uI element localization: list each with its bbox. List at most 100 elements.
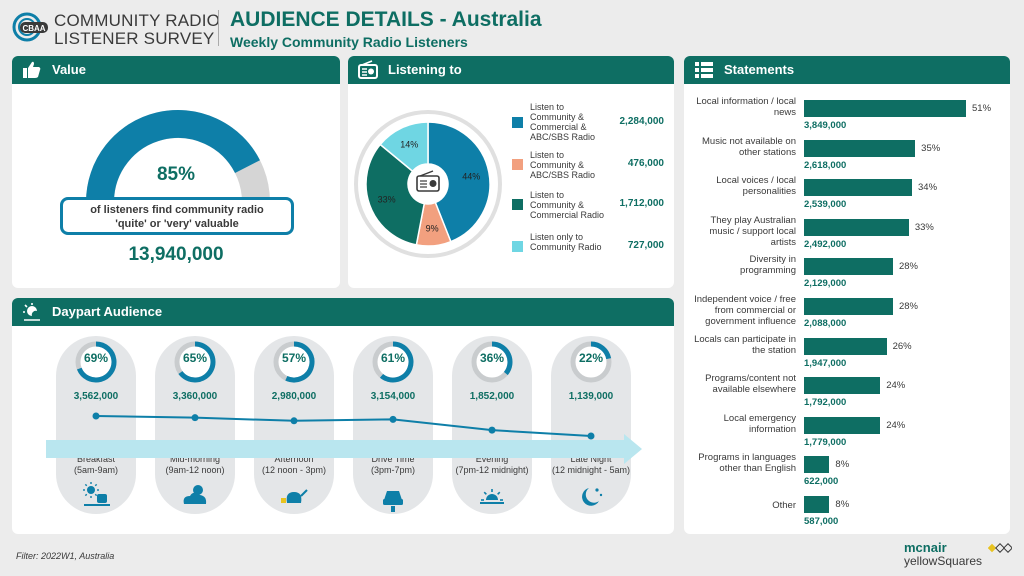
statement-bar: [804, 496, 830, 513]
daypart-percent: 61%: [380, 351, 406, 365]
brand-squares-icon: [988, 543, 1012, 553]
legend-value: 1,712,000: [619, 198, 665, 209]
listening-panel: Listening to 44% 9% 33% 14% Listen to Commu…: [348, 56, 674, 288]
statement-count: 1,779,000: [804, 436, 847, 448]
statement-bar: [804, 298, 893, 315]
thumbs-up-icon: [23, 61, 41, 78]
statement-count: 1,792,000: [804, 397, 847, 409]
moon-stars-icon: [582, 488, 603, 506]
statement-label: They play Australian music / support loc…: [709, 214, 796, 248]
daypart-column: 57% 2,980,000 Afternoon (12 noon - 3pm): [254, 336, 334, 514]
daypart-ring: [174, 341, 216, 383]
daypart-count: 2,980,000: [271, 391, 317, 402]
cbaa-logo-icon: CBAA: [12, 12, 48, 42]
statement-label: Local information / local news: [696, 96, 796, 118]
statement-label: Locals can participate in the station: [694, 333, 796, 356]
daypart-name: Late Night: [570, 454, 612, 464]
statement-count: 622,000: [804, 476, 839, 488]
daypart-point: [587, 432, 595, 440]
svg-text:CBAA: CBAA: [22, 24, 45, 33]
daypart-percent: 65%: [182, 351, 208, 365]
daypart-ring: [75, 341, 117, 383]
legend-label: Listen only to Community Radio: [530, 232, 602, 252]
cbaa-logo: CBAA COMMUNITY RADIO LISTENER SURVEY: [12, 8, 220, 48]
daypart-column: 36% 1,852,000 Evening (7pm-12 midnight): [452, 336, 532, 514]
daypart-percent: 57%: [281, 351, 307, 365]
daypart-time: (12 midnight - 5am): [551, 465, 631, 475]
daypart-column: 61% 3,154,000 Drive Time (3pm-7pm): [353, 336, 433, 514]
donut-label-1: 9%: [426, 223, 439, 233]
statement-bar: [804, 258, 893, 276]
statement-percent: 28%: [898, 261, 918, 273]
daypart-point: [290, 417, 298, 425]
donut-label-0: 44%: [462, 171, 480, 181]
legend-label: Listen to Community & Commercial & ABC/S…: [530, 102, 596, 142]
value-gauge: [86, 110, 270, 203]
logo-divider: [218, 10, 219, 46]
daypart-line-chart: [46, 412, 642, 512]
legend-label: Listen to Community & ABC/SBS Radio: [530, 150, 596, 180]
donut-radio-icon: [416, 170, 440, 192]
legend-value: 2,284,000: [619, 116, 665, 127]
statement-label: Music not available on other stations: [702, 135, 796, 158]
daypart-column: 65% 3,360,000 Mid-morning (9am-12 noon): [155, 336, 235, 514]
daypart-ring-fill: [76, 341, 117, 383]
statement-percent: 51%: [972, 103, 992, 114]
donut-label-2: 33%: [378, 194, 396, 204]
statement-percent: 8%: [835, 499, 850, 510]
daypart-name: Afternoon: [274, 454, 314, 464]
value-caption-box: of listeners find community radio 'quite…: [60, 197, 294, 235]
car-icon: [383, 491, 403, 512]
statement-percent: 34%: [918, 182, 938, 194]
sun-cloud-icon: [183, 485, 207, 504]
daypart-ring: [570, 341, 612, 383]
legend-item: Listen to Community & Commercial Radio 1,…: [512, 190, 668, 230]
logo-line-1: COMMUNITY RADIO: [54, 11, 221, 30]
daypart-ring-fill: [178, 341, 216, 383]
statement-percent: 24%: [886, 380, 906, 392]
statement-percent: 8%: [835, 459, 850, 471]
daypart-panel-header: Daypart Audience: [12, 298, 674, 326]
daypart-time: (12 noon - 3pm): [261, 465, 327, 475]
daypart-time: (5am-9am): [73, 465, 118, 475]
sun-moon-icon: [23, 303, 40, 321]
value-panel: Value 85% of listeners find community ra…: [12, 56, 340, 288]
statement-count: 2,492,000: [804, 238, 847, 250]
listening-panel-header: Listening to: [348, 56, 674, 84]
timeline-arrow: [46, 434, 642, 464]
statement-bar: [804, 377, 881, 395]
value-total: 13,940,000: [128, 244, 224, 265]
statements-panel-header: Statements: [684, 56, 1010, 84]
legend-swatch: [512, 199, 523, 210]
legend-swatch: [512, 159, 523, 170]
value-caption-line1: of listeners find community radio: [90, 204, 264, 216]
daypart-ring-fill: [590, 341, 612, 360]
logo-line-2: LISTENER SURVEY: [54, 29, 215, 48]
daypart-ring-fill: [379, 341, 414, 383]
statement-bar: [804, 100, 966, 117]
statement-bar: [804, 218, 909, 236]
brand-line-1: mcnair: [904, 540, 947, 555]
statements-heading: Statements: [724, 62, 795, 77]
daypart-name: Mid-morning: [169, 454, 220, 464]
teapot-icon: [281, 489, 308, 503]
donut-label-3: 14%: [400, 140, 418, 150]
statements-panel: Statements Local information / local new…: [684, 56, 1010, 534]
gauge-fill: [86, 110, 260, 203]
statement-count: 2,129,000: [804, 278, 847, 290]
sun-coffee-icon: [83, 482, 110, 506]
listening-heading: Listening to: [388, 62, 462, 77]
filter-note: Filter: 2022W1, Australia: [16, 551, 115, 561]
statement-count: 3,849,000: [804, 120, 847, 131]
statement-count: 2,539,000: [804, 199, 847, 211]
daypart-heading: Daypart Audience: [52, 304, 163, 319]
daypart-percent: 69%: [83, 351, 109, 365]
daypart-ring: [471, 341, 513, 383]
statement-label: Programs/content not available elsewhere: [705, 373, 796, 396]
daypart-ring-fill: [285, 341, 315, 383]
daypart-point: [92, 412, 100, 420]
legend-value: 476,000: [627, 158, 664, 169]
daypart-name: Breakfast: [76, 454, 116, 464]
statement-percent: 33%: [914, 221, 934, 233]
daypart-ring-fill: [491, 341, 513, 376]
